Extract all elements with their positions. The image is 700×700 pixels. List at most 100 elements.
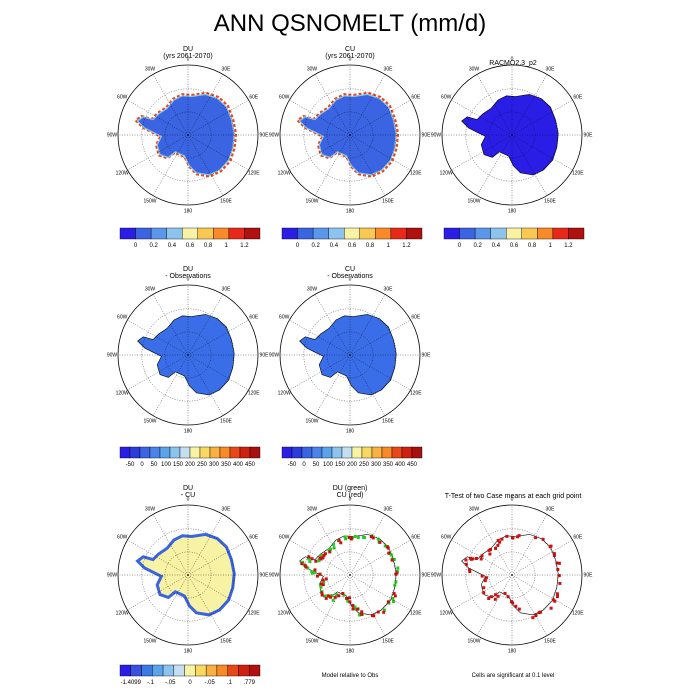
latitude-circle bbox=[465, 88, 559, 182]
significant-cell bbox=[487, 597, 491, 600]
longitude-label: 150E bbox=[220, 418, 232, 424]
longitude-label: 30E bbox=[222, 67, 232, 73]
significant-cell bbox=[310, 557, 314, 561]
significant-cell bbox=[464, 558, 468, 562]
longitude-label: 150E bbox=[382, 418, 394, 424]
colorbar-swatch bbox=[228, 227, 245, 240]
significant-cell bbox=[537, 611, 541, 615]
significant-cell bbox=[376, 610, 380, 614]
colorbar-swatch bbox=[216, 664, 228, 677]
longitude-label: 30E bbox=[222, 287, 232, 293]
colorbar-label: 1 bbox=[225, 243, 229, 249]
colorbar-label: 50 bbox=[151, 462, 158, 468]
meridian-line bbox=[451, 99, 513, 136]
colorbar-swatch bbox=[344, 227, 360, 240]
significant-cell bbox=[534, 613, 538, 617]
significant-cell bbox=[548, 545, 552, 549]
significant-cell bbox=[348, 600, 352, 604]
colorbar-label: -.05 bbox=[165, 680, 176, 686]
meridian-line bbox=[349, 319, 411, 356]
significant-cell bbox=[339, 541, 343, 545]
longitude-label: 150W bbox=[305, 638, 318, 644]
colorbar-swatch bbox=[361, 446, 373, 459]
colorbar-label: 1.2 bbox=[402, 243, 411, 249]
significant-cell bbox=[331, 598, 335, 602]
significant-cell bbox=[307, 555, 311, 559]
colorbar-label: 450 bbox=[407, 462, 418, 468]
colorbar-swatch bbox=[238, 664, 250, 677]
meridian-line bbox=[187, 514, 224, 576]
significant-cell bbox=[333, 595, 337, 599]
significant-cell bbox=[320, 593, 324, 597]
meridian-line bbox=[314, 134, 351, 196]
longitude-label: 60E bbox=[249, 535, 259, 541]
colorbar-swatch bbox=[281, 446, 293, 459]
longitude-label: 0 bbox=[349, 497, 352, 503]
significant-cell bbox=[392, 600, 395, 603]
longitude-label: 90E bbox=[422, 573, 432, 579]
significant-cell bbox=[496, 594, 500, 598]
longitude-label: 150W bbox=[143, 638, 156, 644]
continent-field bbox=[299, 314, 397, 396]
significant-cell bbox=[345, 597, 349, 600]
colorbar-swatch bbox=[141, 664, 153, 677]
colorbar-swatch bbox=[150, 227, 167, 240]
longitude-label: 30E bbox=[384, 287, 394, 293]
map-panel-sig-green: 0 30E 60E 90E 120E 150E 180 150W 120W 90W 60W 30W bbox=[269, 497, 431, 655]
significant-cell bbox=[556, 568, 560, 571]
longitude-label: 30W bbox=[145, 507, 156, 513]
meridian-line bbox=[314, 74, 351, 136]
colorbar: 0 0.2 0.4 0.6 0.8 1 1.2 bbox=[119, 227, 261, 249]
longitude-label: 120E bbox=[572, 611, 584, 617]
significant-cell bbox=[356, 536, 360, 539]
longitude-label: 60E bbox=[411, 315, 421, 321]
longitude-label: 60W bbox=[441, 535, 452, 541]
meridian-line bbox=[476, 514, 513, 576]
colorbar-swatch bbox=[179, 446, 191, 459]
longitude-label: 30W bbox=[307, 67, 318, 73]
significant-cell bbox=[323, 552, 327, 556]
longitude-label: 60E bbox=[573, 535, 583, 541]
longitude-label: 60W bbox=[117, 315, 128, 321]
significant-cell bbox=[393, 583, 397, 587]
meridian-line bbox=[289, 539, 351, 576]
significant-cell bbox=[353, 607, 357, 611]
longitude-label: 90E bbox=[584, 133, 594, 139]
meridian-line bbox=[511, 134, 548, 196]
meridian-line bbox=[127, 99, 189, 136]
significant-cell bbox=[332, 542, 336, 546]
longitude-label: 150E bbox=[382, 638, 394, 644]
colorbar-swatch bbox=[411, 446, 423, 459]
latitude-circle bbox=[141, 88, 235, 182]
significant-cell bbox=[344, 537, 348, 541]
significant-cell bbox=[480, 574, 484, 578]
significant-cell bbox=[347, 596, 351, 600]
longitude-label: 120E bbox=[410, 611, 422, 617]
longitude-label: 0 bbox=[511, 497, 514, 503]
longitude-label: 180 bbox=[184, 429, 193, 435]
significant-cell bbox=[498, 540, 502, 544]
continent-outline bbox=[299, 534, 397, 616]
colorbar-label: 50 bbox=[313, 462, 320, 468]
significant-cell bbox=[558, 581, 562, 585]
colorbar-label: 0.2 bbox=[474, 243, 483, 249]
longitude-label: 150E bbox=[544, 638, 556, 644]
significant-cell bbox=[488, 552, 492, 556]
colorbar-swatch bbox=[474, 227, 491, 240]
significant-cell bbox=[511, 536, 515, 540]
significant-cell bbox=[300, 562, 304, 566]
significant-cell bbox=[471, 557, 475, 561]
colorbar-label: 0 bbox=[134, 243, 138, 249]
significant-cell bbox=[323, 594, 326, 598]
longitude-label: 120W bbox=[278, 391, 291, 397]
map-panel-racmo: 0 30E 60E 90E 120E 150E 180 150W 120W 90W 60W 30W bbox=[431, 57, 593, 215]
colorbar: 0 0.2 0.4 0.6 0.8 1 1.2 bbox=[443, 227, 585, 249]
coastal-melt-band bbox=[136, 93, 235, 176]
colorbar: -50 0 50 100 150 200 250 300 350 400 450 bbox=[281, 446, 423, 468]
longitude-label: 120W bbox=[440, 171, 453, 177]
colorbar-swatch bbox=[312, 227, 329, 240]
significant-cell bbox=[337, 538, 341, 542]
latitude-circle bbox=[303, 308, 397, 402]
latitude-circle bbox=[303, 528, 397, 622]
